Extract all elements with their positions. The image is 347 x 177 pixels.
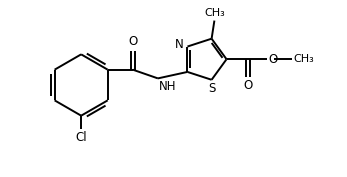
Text: NH: NH [159, 80, 177, 93]
Text: CH₃: CH₃ [294, 54, 314, 64]
Text: O: O [268, 53, 277, 66]
Text: N: N [175, 38, 183, 51]
Text: S: S [208, 82, 215, 95]
Text: O: O [244, 79, 253, 92]
Text: O: O [128, 35, 137, 48]
Text: CH₃: CH₃ [204, 8, 225, 18]
Text: Cl: Cl [75, 131, 87, 144]
